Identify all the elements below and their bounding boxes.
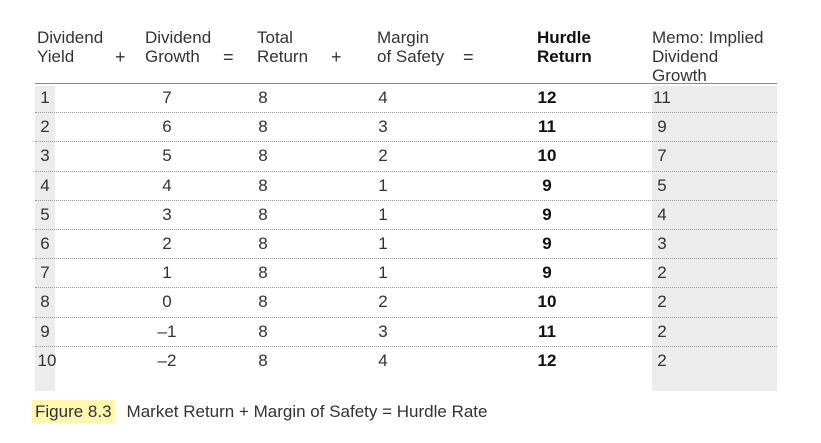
dividend-yield-cell: 8 xyxy=(40,292,50,312)
total-return-cell: 8 xyxy=(258,263,268,283)
hurdle-return-cell: 9 xyxy=(542,204,552,224)
dividend-growth-cell: 7 xyxy=(162,88,172,107)
hurdle-return-table: Dividend Yield + Dividend Growth = Total… xyxy=(35,26,777,391)
dividend-growth-cell: –1 xyxy=(157,321,177,341)
dividend-yield-cell: 9 xyxy=(40,321,50,341)
dividend-yield-cell: 7 xyxy=(40,263,50,283)
implied-growth-cell: 2 xyxy=(657,321,667,341)
table-body: 1 7 8 4 12 11 2 6 8 3 11 9 3 5 8 2 10 7 … xyxy=(35,84,777,375)
figure-caption: Figure 8.3 Market Return + Margin of Safe… xyxy=(32,400,488,423)
header-implied-dividend-growth: Memo: Implied Dividend Growth xyxy=(652,28,764,85)
dividend-yield-cell: 3 xyxy=(40,146,50,166)
total-return-cell: 8 xyxy=(258,233,268,253)
header-hurdle-return: Hurdle Return xyxy=(537,28,592,66)
total-return-cell: 8 xyxy=(258,204,268,224)
margin-of-safety-cell: 1 xyxy=(378,204,388,224)
implied-growth-cell: 2 xyxy=(657,350,667,370)
margin-of-safety-cell: 4 xyxy=(378,88,388,107)
dividend-growth-cell: –2 xyxy=(157,350,177,370)
total-return-cell: 8 xyxy=(258,321,268,341)
header-dividend-yield: Dividend Yield xyxy=(37,28,104,66)
total-return-cell: 8 xyxy=(258,350,268,370)
plus-operator-1: + xyxy=(115,47,126,67)
hurdle-return-cell: 9 xyxy=(542,233,552,253)
implied-growth-cell: 4 xyxy=(657,204,667,224)
table-row: 4 4 8 1 9 5 xyxy=(35,172,777,201)
margin-of-safety-cell: 3 xyxy=(378,117,388,137)
table-row: 7 1 8 1 9 2 xyxy=(35,259,777,289)
total-return-cell: 8 xyxy=(258,117,268,137)
header-total-return: Total Return xyxy=(257,28,309,66)
hurdle-return-cell: 10 xyxy=(537,146,557,166)
implied-growth-cell: 5 xyxy=(657,175,667,195)
header-rule xyxy=(35,83,777,84)
hurdle-return-cell: 10 xyxy=(537,292,557,312)
hurdle-return-cell: 11 xyxy=(538,117,556,137)
plus-operator-2: + xyxy=(331,47,342,67)
table-row: 9 –1 8 3 11 2 xyxy=(35,318,777,347)
shaded-column-dividend-yield xyxy=(35,86,55,391)
implied-growth-cell: 11 xyxy=(653,88,671,107)
dividend-growth-cell: 5 xyxy=(162,146,172,166)
equals-operator-2: = xyxy=(463,47,474,67)
implied-growth-cell: 7 xyxy=(657,146,667,166)
total-return-cell: 8 xyxy=(258,292,268,312)
margin-of-safety-cell: 1 xyxy=(378,175,388,195)
table-row: 1 7 8 4 12 11 xyxy=(35,84,777,114)
dividend-growth-cell: 4 xyxy=(162,175,172,195)
hurdle-return-cell: 9 xyxy=(542,263,552,283)
total-return-cell: 8 xyxy=(258,146,268,166)
margin-of-safety-cell: 3 xyxy=(378,321,388,341)
table-row: 6 2 8 1 9 3 xyxy=(35,230,777,260)
margin-of-safety-cell: 1 xyxy=(378,263,388,283)
table-row: 10 –2 8 4 12 2 xyxy=(35,347,777,375)
dividend-yield-cell: 4 xyxy=(40,175,50,195)
dividend-yield-cell: 1 xyxy=(40,88,50,107)
dividend-yield-cell: 2 xyxy=(40,117,50,137)
total-return-cell: 8 xyxy=(258,175,268,195)
hurdle-return-cell: 11 xyxy=(538,321,556,341)
hurdle-return-cell: 12 xyxy=(537,88,557,107)
header-margin-of-safety: Margin of Safety xyxy=(377,28,445,66)
dividend-growth-cell: 3 xyxy=(162,204,172,224)
margin-of-safety-cell: 2 xyxy=(378,146,388,166)
hurdle-return-cell: 9 xyxy=(542,175,552,195)
implied-growth-cell: 3 xyxy=(657,233,667,253)
dividend-growth-cell: 0 xyxy=(162,292,172,312)
margin-of-safety-cell: 1 xyxy=(378,233,388,253)
shaded-column-implied-growth xyxy=(652,86,777,391)
margin-of-safety-cell: 2 xyxy=(378,292,388,312)
hurdle-return-cell: 12 xyxy=(537,350,557,370)
table-row: 5 3 8 1 9 4 xyxy=(35,201,777,230)
table-row: 2 6 8 3 11 9 xyxy=(35,113,777,143)
table-header: Dividend Yield + Dividend Growth = Total… xyxy=(35,26,777,85)
dividend-yield-cell: 5 xyxy=(40,204,50,224)
dividend-yield-cell: 10 xyxy=(37,350,57,370)
dividend-yield-cell: 6 xyxy=(40,233,50,253)
figure-label: Figure 8.3 xyxy=(32,400,115,423)
implied-growth-cell: 9 xyxy=(657,117,667,137)
table-row: 8 0 8 2 10 2 xyxy=(35,288,777,318)
dividend-growth-cell: 6 xyxy=(162,117,172,137)
margin-of-safety-cell: 4 xyxy=(378,350,388,370)
total-return-cell: 8 xyxy=(258,88,268,107)
dividend-growth-cell: 2 xyxy=(162,233,172,253)
header-dividend-growth: Dividend Growth xyxy=(145,28,212,66)
table-row: 3 5 8 2 10 7 xyxy=(35,142,777,172)
dividend-growth-cell: 1 xyxy=(162,263,172,283)
implied-growth-cell: 2 xyxy=(657,263,667,283)
equals-operator-1: = xyxy=(223,47,234,67)
implied-growth-cell: 2 xyxy=(657,292,667,312)
figure-caption-text: Market Return + Margin of Safety = Hurdl… xyxy=(126,402,488,421)
